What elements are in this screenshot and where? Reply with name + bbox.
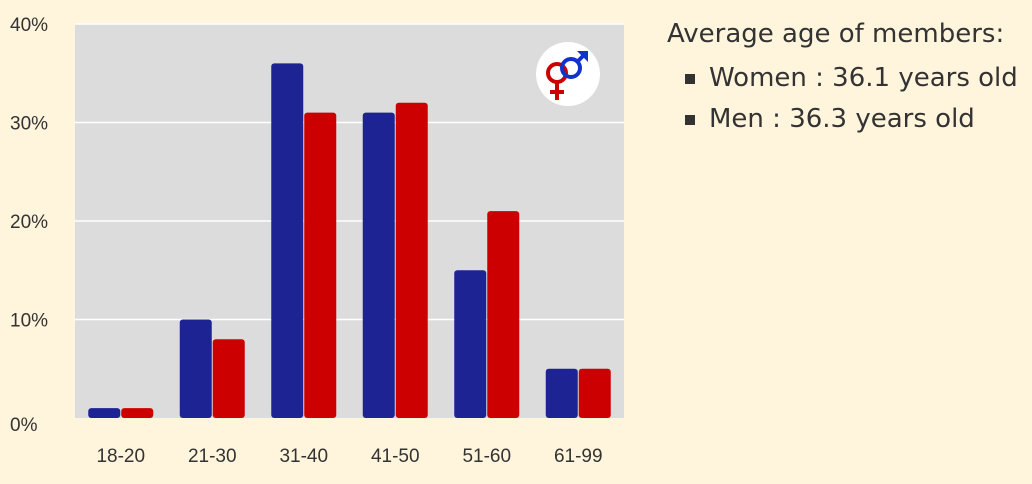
- y-tick-label: 0%: [10, 415, 38, 436]
- x-axis-ticks: 18-20 21-30 31-40 41-50 51-60 61-99: [96, 446, 602, 467]
- bar-women-41-50: [395, 102, 428, 419]
- bar-women-31-40: [304, 112, 337, 419]
- women-average-age: Women : 36.1 years old: [709, 63, 1018, 93]
- list-item: Men : 36.3 years old: [685, 99, 1027, 140]
- men-average-age: Men : 36.3 years old: [709, 104, 975, 134]
- age-distribution-chart: 0% 10% 20% 30% 40% 18-20 21-30 31-40 41-50 51-60…: [10, 15, 624, 467]
- x-tick-label: 51-60: [462, 446, 511, 467]
- gender-male-female-icon: [536, 42, 600, 106]
- bar-women-61-99: [578, 368, 611, 418]
- bar-men-41-50: [362, 112, 395, 419]
- bar-men-51-60: [454, 270, 487, 418]
- bar-women-51-60: [487, 211, 520, 418]
- bars: [88, 63, 611, 419]
- bar-men-31-40: [271, 63, 304, 419]
- bar-men-21-30: [179, 319, 212, 418]
- square-bullet-icon: [685, 114, 695, 125]
- average-age-list: Women : 36.1 years old Men : 36.3 years …: [667, 58, 1027, 140]
- y-tick-label: 30%: [10, 114, 48, 135]
- average-age-title: Average age of members:: [667, 19, 1005, 49]
- y-axis-ticks: 0% 10% 20% 30% 40%: [10, 15, 48, 436]
- x-tick-label: 61-99: [554, 446, 603, 467]
- bar-men-61-99: [545, 368, 578, 418]
- average-age-panel: Average age of members: Women : 36.1 yea…: [667, 14, 1027, 140]
- x-tick-label: 31-40: [279, 446, 328, 467]
- y-tick-label: 40%: [10, 15, 48, 36]
- x-tick-label: 18-20: [96, 446, 145, 467]
- bar-women-21-30: [212, 339, 245, 418]
- list-item: Women : 36.1 years old: [685, 58, 1027, 99]
- bar-men-18-20: [88, 408, 121, 418]
- x-tick-label: 21-30: [188, 446, 237, 467]
- square-bullet-icon: [685, 73, 695, 84]
- y-tick-label: 10%: [10, 311, 48, 332]
- y-tick-label: 20%: [10, 212, 48, 233]
- bar-women-18-20: [121, 408, 154, 418]
- x-tick-label: 41-50: [371, 446, 420, 467]
- grid-lines: [75, 23, 624, 321]
